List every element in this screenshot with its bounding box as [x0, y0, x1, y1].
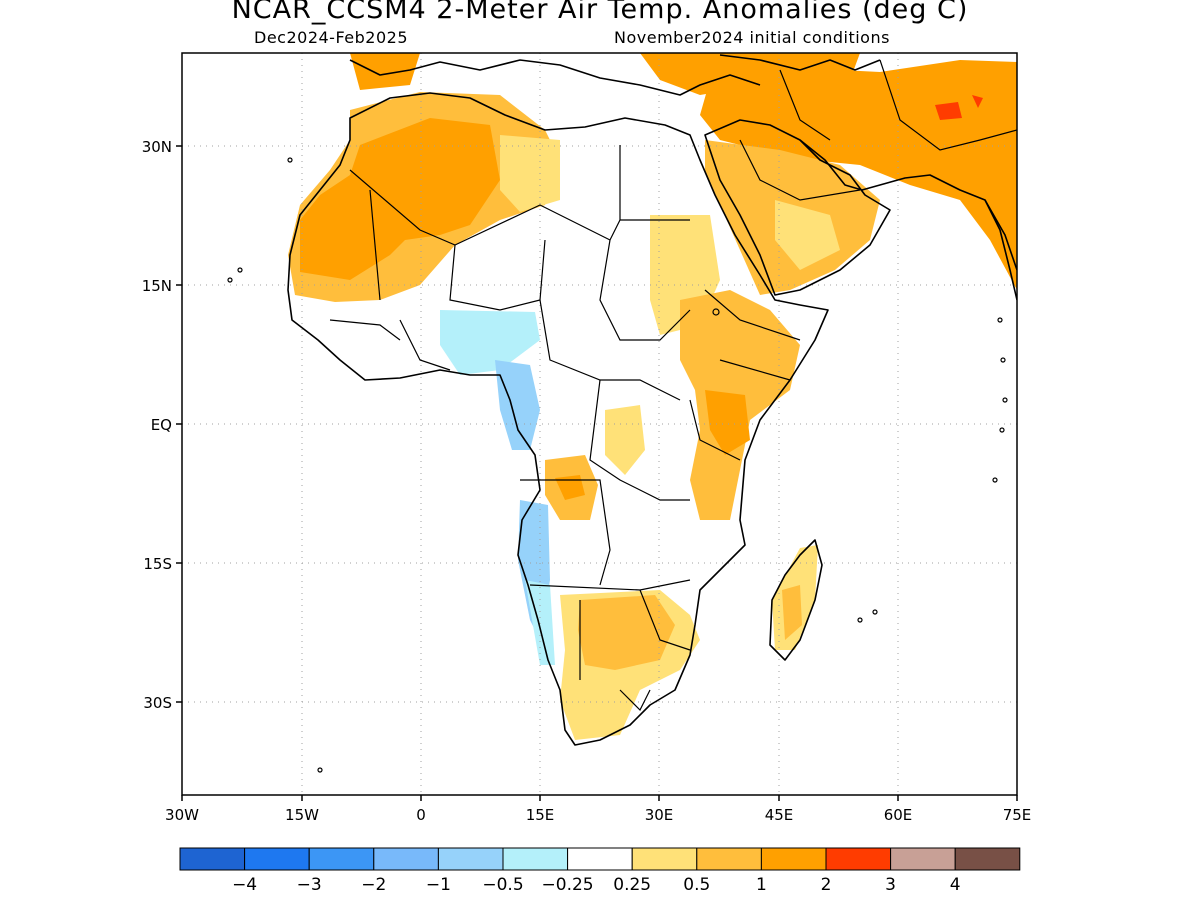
lon-label-30w: 30W: [165, 806, 199, 824]
anomaly-north-africa-core: [300, 118, 500, 280]
lat-label-15s: 15S: [143, 555, 172, 573]
latitude-labels: 30N 15N EQ 15S 30S: [142, 138, 172, 712]
coast-madagascar: [769, 539, 823, 661]
graticule: [182, 53, 1017, 795]
lat-label-30s: 30S: [143, 694, 172, 712]
tick-marks: [176, 145, 1018, 801]
colorbar: −4 −3 −2 −1 −0.5 −0.25 0.25 0.5 1 2 3 4: [179, 847, 1021, 895]
coast-black-sea: [719, 54, 881, 71]
anomaly-middle-east: [700, 60, 1017, 290]
coast-mediterranean-north: [349, 59, 761, 96]
anomaly-gulf-guinea: [440, 310, 540, 375]
colorbar-label: −0.5: [482, 875, 523, 895]
colorbar-swatch: [308, 847, 375, 871]
colorbar-label: −2: [361, 875, 386, 895]
anomaly-europe: [350, 53, 420, 90]
coast-africa: [287, 92, 829, 746]
coast-persian-gulf: [799, 139, 1017, 271]
lon-label-15w: 15W: [285, 806, 319, 824]
colorbar-label: −4: [232, 875, 257, 895]
lon-label-60e: 60E: [884, 806, 913, 824]
colorbar-label: 2: [821, 875, 832, 895]
colorbar-label: −3: [297, 875, 322, 895]
colorbar-swatch: [696, 847, 762, 871]
map-title: NCAR_CCSM4 2-Meter Air Temp. Anomalies (…: [231, 0, 969, 25]
lon-label-45e: 45E: [765, 806, 794, 824]
lon-label-15e: 15E: [526, 806, 555, 824]
colorbar-swatch: [373, 847, 439, 871]
forecast-period: Dec2024-Feb2025: [254, 28, 408, 47]
colorbar-swatch: [502, 847, 569, 871]
colorbar-swatch: [244, 847, 310, 871]
colorbar-label: 4: [950, 875, 961, 895]
colorbar-swatch: [179, 847, 246, 871]
colorbar-label: 0.25: [613, 875, 651, 895]
anomaly-libya-egypt: [500, 135, 560, 212]
anomaly-angola-core: [555, 475, 585, 500]
colorbar-label: 1: [756, 875, 767, 895]
anomaly-fields: [288, 53, 1017, 740]
anomaly-kenya-core: [705, 390, 750, 455]
anomaly-madagascar-core: [782, 585, 802, 640]
islands: [227, 157, 1008, 773]
lat-label-30n: 30N: [142, 138, 172, 156]
lat-label-eq: EQ: [151, 416, 172, 434]
lat-label-15n: 15N: [142, 277, 172, 295]
lon-label-30e: 30E: [645, 806, 674, 824]
colorbar-swatch: [631, 847, 698, 871]
colorbar-label: −0.25: [542, 875, 594, 895]
colorbar-swatch: [567, 847, 633, 871]
longitude-labels: 30W 15W 0 15E 30E 45E 60E 75E: [165, 806, 1031, 824]
anomaly-iran-peak: [935, 102, 962, 120]
coast-india: [984, 199, 1017, 301]
anomaly-gabon: [495, 360, 540, 450]
country-borders: [329, 59, 1017, 712]
anomaly-southern-africa-core: [578, 595, 675, 670]
colorbar-swatch: [825, 847, 892, 871]
coast-arabia: [704, 119, 891, 296]
anomaly-congo: [605, 405, 645, 475]
colorbar-label: 0.5: [683, 875, 710, 895]
initial-conditions: November2024 initial conditions: [614, 28, 890, 47]
colorbar-swatch: [760, 847, 827, 871]
lon-label-75e: 75E: [1003, 806, 1032, 824]
anomaly-arabia-light: [775, 200, 840, 270]
colorbar-swatch: [890, 847, 956, 871]
colorbar-swatch: [437, 847, 504, 871]
colorbar-swatch: [954, 847, 1021, 871]
anomaly-iran-peak-small: [972, 95, 983, 108]
lon-label-0: 0: [416, 806, 426, 824]
anomaly-eastern-med: [640, 53, 860, 95]
colorbar-label: 3: [885, 875, 896, 895]
colorbar-label: −1: [426, 875, 451, 895]
coastlines: [287, 54, 1017, 746]
